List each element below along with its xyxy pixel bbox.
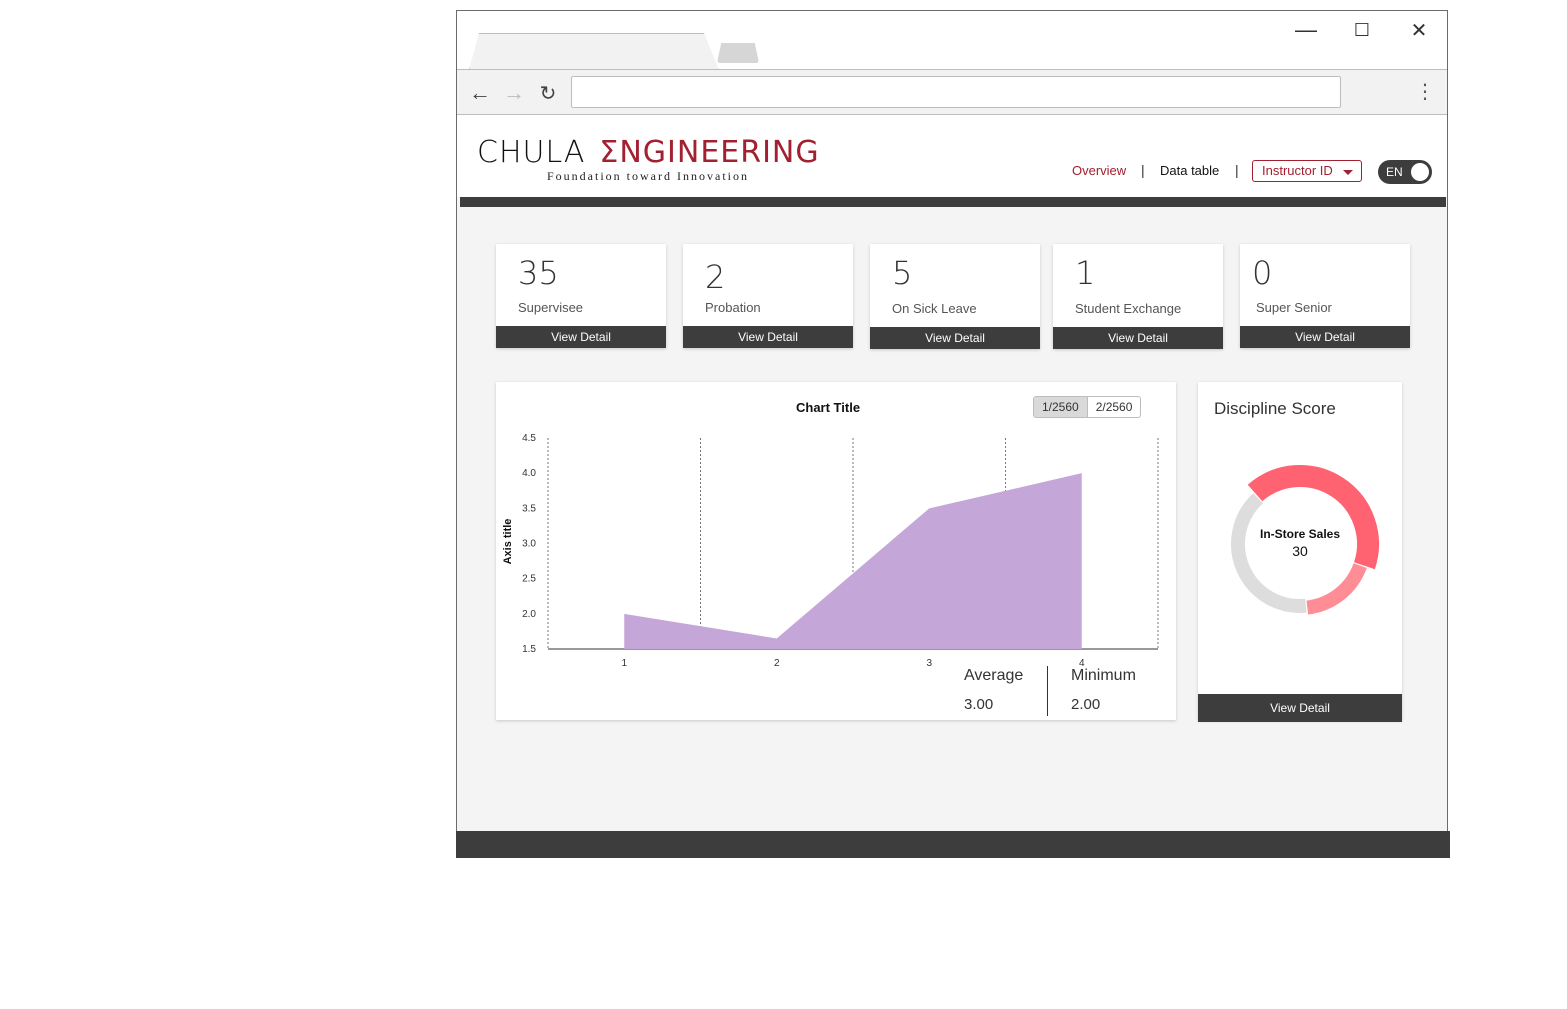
area-chart: 1.5 2.0 2.5 3.0 3.5 4.0 4.5 1 2 3 4 Axis title xyxy=(502,433,1159,669)
maximize-icon[interactable]: ☐ xyxy=(1353,19,1371,40)
view-detail-button[interactable]: View Detail xyxy=(496,326,666,348)
minimize-icon[interactable]: — xyxy=(1295,17,1317,42)
stat-label: Super Senior xyxy=(1256,300,1332,315)
stat-value: 0 xyxy=(1252,254,1273,292)
logo-chula: CHULA xyxy=(477,135,586,170)
logo[interactable]: CHULA ΣNGINEERING xyxy=(477,135,820,170)
header-divider-bar xyxy=(460,197,1446,207)
average-label: Average xyxy=(964,667,1024,684)
discipline-donut-chart: In-Store Sales 30 xyxy=(1231,465,1379,615)
stat-card-sick-leave: 5 On Sick Leave View Detail xyxy=(870,244,1040,349)
close-icon[interactable]: ✕ xyxy=(1410,19,1428,42)
logo-engineering: ΣNGINEERING xyxy=(599,135,820,170)
view-detail-button[interactable]: View Detail xyxy=(870,327,1040,349)
chart-card: Chart Title 1/2560 2/2560 1.5 2.0 2.5 3.0 3.… xyxy=(496,382,1176,720)
x-tick-label: 3 xyxy=(926,658,932,669)
forward-icon[interactable]: → xyxy=(503,80,525,105)
nav-overview[interactable]: Overview xyxy=(1072,163,1127,178)
minimum-value: 2.00 xyxy=(1071,696,1101,713)
stat-divider xyxy=(1047,666,1048,716)
x-tick-label: 1 xyxy=(621,658,627,669)
site-header: CHULA ΣNGINEERING Foundation toward Innov… xyxy=(457,115,1447,197)
stat-label: Supervisee xyxy=(518,300,584,315)
stat-label: Student Exchange xyxy=(1075,301,1182,316)
stat-label: Probation xyxy=(705,300,761,315)
more-menu-icon[interactable]: ⋮ xyxy=(1415,81,1435,103)
stat-card-supervisee: 35 Supervisee View Detail xyxy=(496,244,666,348)
donut-slice xyxy=(1231,493,1307,613)
caret-down-icon xyxy=(1343,170,1353,175)
view-detail-button[interactable]: View Detail xyxy=(1053,327,1223,349)
stat-card-student-exchange: 1 Student Exchange View Detail xyxy=(1053,244,1223,349)
address-bar[interactable] xyxy=(571,76,1341,108)
semester-option-2[interactable]: 2/2560 xyxy=(1095,400,1133,414)
y-tick-label: 4.5 xyxy=(522,433,536,444)
language-label: EN xyxy=(1386,165,1403,179)
minimum-label: Minimum xyxy=(1071,667,1136,684)
y-tick-label: 3.0 xyxy=(522,539,536,550)
browser-tab[interactable] xyxy=(469,33,719,70)
instructor-id-dropdown[interactable]: Instructor ID xyxy=(1252,160,1362,182)
x-tick-label: 2 xyxy=(774,658,780,669)
view-detail-button[interactable]: View Detail xyxy=(1198,694,1402,722)
chart-title: Chart Title xyxy=(796,400,861,415)
y-tick-label: 2.5 xyxy=(522,574,536,585)
nav-separator: | xyxy=(1141,162,1145,178)
y-tick-label: 2.0 xyxy=(522,609,536,620)
browser-toolbar: ← → ↻ ⋮ xyxy=(457,69,1447,115)
donut-center-label: In-Store Sales xyxy=(1260,527,1340,541)
logo-tagline: Foundation toward Innovation xyxy=(547,169,749,183)
average-value: 3.00 xyxy=(964,696,994,713)
stat-label: On Sick Leave xyxy=(892,301,977,316)
stat-card-probation: 2 Probation View Detail xyxy=(683,244,853,348)
x-tick-label: 4 xyxy=(1079,658,1085,669)
new-tab-button[interactable] xyxy=(717,43,759,63)
area-series xyxy=(624,473,1082,649)
reload-icon[interactable]: ↻ xyxy=(539,82,557,105)
donut-slice xyxy=(1247,465,1379,570)
browser-window: — ☐ ✕ ← → ↻ ⋮ CHULA ΣNGINEERING Foundatio… xyxy=(456,10,1450,858)
toggle-knob xyxy=(1411,163,1429,181)
footer-bar xyxy=(456,831,1450,858)
stat-value: 5 xyxy=(892,254,913,292)
stat-card-super-senior: 0 Super Senior View Detail xyxy=(1240,244,1410,348)
y-axis-title: Axis title xyxy=(502,519,514,565)
discipline-score-title: Discipline Score xyxy=(1214,399,1336,418)
view-detail-button[interactable]: View Detail xyxy=(1240,326,1410,348)
semester-switch: 1/2560 2/2560 xyxy=(1033,396,1142,418)
stat-value: 35 xyxy=(518,254,559,292)
y-tick-label: 1.5 xyxy=(522,644,536,655)
y-tick-label: 3.5 xyxy=(522,503,536,514)
discipline-score-card: Discipline Score In-Store Sales 30 View D… xyxy=(1198,382,1402,722)
donut-slice xyxy=(1306,563,1367,615)
back-icon[interactable]: ← xyxy=(469,80,491,105)
y-tick-label: 4.0 xyxy=(522,468,536,479)
instructor-id-label: Instructor ID xyxy=(1262,163,1333,178)
nav-data-table[interactable]: Data table xyxy=(1160,163,1220,178)
stat-value: 1 xyxy=(1075,254,1096,292)
stat-value: 2 xyxy=(705,258,726,296)
donut-center-value: 30 xyxy=(1292,543,1308,559)
semester-option-1[interactable]: 1/2560 xyxy=(1034,397,1088,417)
nav-separator: | xyxy=(1235,162,1239,178)
language-toggle[interactable]: EN xyxy=(1378,160,1432,184)
title-bar: — ☐ ✕ xyxy=(457,11,1447,70)
view-detail-button[interactable]: View Detail xyxy=(683,326,853,348)
